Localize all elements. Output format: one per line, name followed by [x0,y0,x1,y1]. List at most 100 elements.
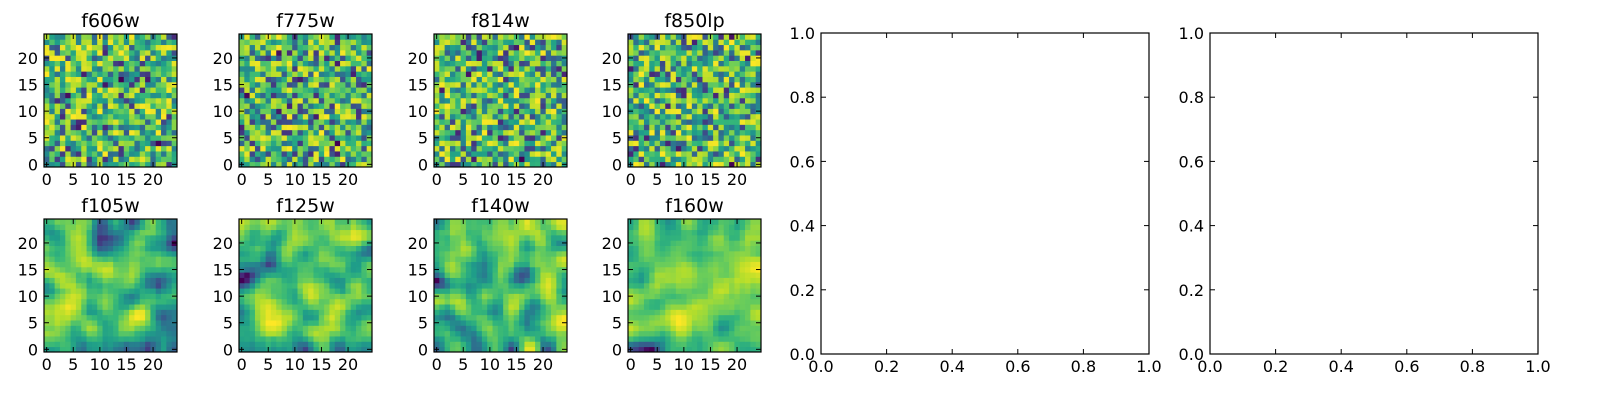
heatmap-cell [334,135,341,141]
heatmap-cell [745,336,751,342]
heatmap-cell [350,256,357,262]
heatmap-cell [340,240,346,246]
heatmap-cell [340,161,346,168]
heatmap-cell [81,309,87,316]
heatmap-cell [750,156,757,163]
heatmap-cell [361,92,368,99]
heatmap-cell [139,320,146,326]
heatmap-cell [366,288,373,294]
heatmap-cell [244,124,251,131]
heatmap-cell [150,135,157,141]
heatmap-cell [551,298,557,305]
heatmap-cell [444,44,451,51]
heatmap-cell [86,76,93,83]
heatmap-cell [292,44,298,51]
heatmap-cell [249,39,256,46]
heatmap-cell [649,65,655,72]
heatmap-cell [643,49,650,56]
heatmap-cell [59,113,66,120]
heatmap-cell [455,282,461,289]
heatmap-cell [59,55,66,61]
heatmap-cell [244,71,251,77]
heatmap-cell [118,81,125,88]
heatmap-cell [702,129,709,136]
heatmap-cell [145,330,151,337]
heatmap-cell [118,140,125,147]
heatmap-cell [524,320,531,326]
heatmap-cell [444,113,451,120]
heatmap-cell [102,314,109,321]
heatmap-cell [561,325,568,332]
heatmap-cell [471,92,477,99]
heatmap-cell [265,224,272,231]
heatmap-cell [318,97,325,104]
heatmap-cell [81,234,87,241]
heatmap-cell [123,229,130,236]
heatmap-cell [86,129,93,136]
heatmap-cell [476,92,483,99]
heatmap-cells [628,34,762,168]
y-tick-label: 0.6 [1179,152,1204,171]
heatmap-cell [519,87,525,93]
heatmap-cell [345,97,352,104]
heatmap-cell [681,108,687,115]
heatmap-cell [535,81,541,88]
heatmap-cell [302,336,309,342]
heatmap-cell [281,325,288,332]
heatmap-cell [166,65,173,72]
heatmap-cell [503,282,509,289]
y-tick-label: 10 [408,102,428,121]
heatmap-cell [260,103,266,109]
heatmap-cell [718,161,725,168]
heatmap-cell [123,325,130,332]
heatmap-cell [649,156,655,163]
heatmap-cell [434,87,440,93]
heatmap-cell [471,44,477,51]
heatmap-cell [118,55,125,61]
heatmap-cell [302,97,309,104]
heatmap-cell [729,65,735,72]
heatmap-cell [366,60,373,67]
panel-title: f814w [471,10,530,32]
heatmap-cell [638,76,645,83]
heatmap-cell [334,39,341,46]
heatmap-cell [508,135,515,141]
heatmap-cell [460,140,467,147]
x-tick-label: 0 [42,355,52,374]
heatmap-cell [44,113,50,120]
heatmap-cell [638,92,645,99]
heatmap-cell [718,87,725,93]
heatmap-cell [707,145,714,152]
heatmap-cell [340,309,346,316]
axes-frame [43,218,178,353]
heatmap-cell [556,293,563,300]
heatmap-cell [551,65,557,72]
heatmap-cell [540,81,547,88]
heatmap-cell [324,71,330,77]
heatmap-cell [697,156,703,163]
y-tick-label: 15 [602,76,622,95]
heatmap-cell [265,151,272,157]
heatmap-cell [503,245,509,252]
heatmap-cell [334,219,341,225]
heatmap-cell [145,336,151,342]
heatmap-cell [54,97,61,104]
heatmap-cell [556,34,563,40]
heatmap-cell [545,76,552,83]
heatmap-cell [434,224,440,231]
heatmap-cell [654,124,661,131]
heatmap-cell [81,92,87,99]
heatmap-cell [91,55,98,61]
heatmap-cell [276,330,282,337]
heatmap-cell [97,87,103,93]
heatmap-cell [265,282,272,289]
heatmap-cell [276,298,282,305]
heatmap-cell [97,97,103,104]
heatmap-cell [292,325,298,332]
heatmap-cell [86,304,93,310]
heatmap-cell [239,156,245,163]
heatmap-cell [460,124,467,131]
heatmap-cell [345,65,352,72]
heatmap-cell [723,140,730,147]
heatmap-cell [350,304,357,310]
